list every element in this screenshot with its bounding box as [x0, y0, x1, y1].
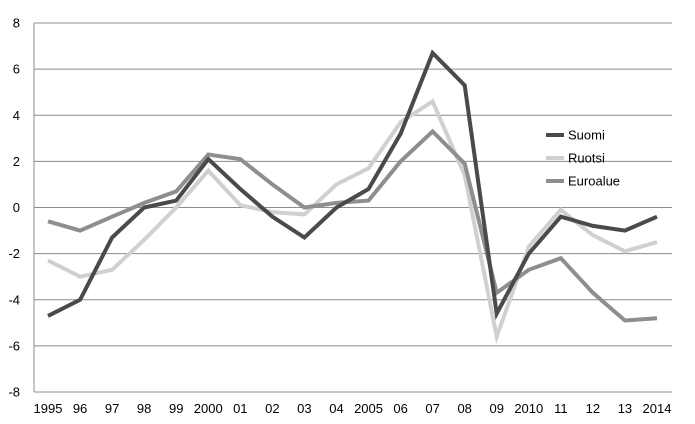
x-tick-label: 01: [233, 401, 247, 416]
y-tick-label: -4: [8, 292, 20, 307]
x-tick-label: 12: [586, 401, 600, 416]
y-tick-label: -6: [8, 338, 20, 353]
x-tick-label: 07: [425, 401, 439, 416]
series-line-ruotsi: [47, 98, 658, 345]
x-tick-label: 97: [105, 401, 119, 416]
x-tick-label: 2010: [514, 401, 543, 416]
y-tick-label: 6: [13, 62, 20, 77]
y-tick-label: -8: [8, 385, 20, 400]
y-tick-label: 0: [13, 200, 20, 215]
x-tick-label: 09: [490, 401, 504, 416]
gridlines: [34, 22, 672, 393]
x-tick-label: 04: [329, 401, 343, 416]
y-tick-label: -2: [8, 246, 20, 261]
legend-label: Euroalue: [568, 174, 620, 189]
x-tick-label: 06: [393, 401, 407, 416]
y-tick-labels: 8 6 4 2 0 -2 -4 -6 -8: [8, 16, 20, 400]
series-line-suomi: [47, 49, 658, 320]
x-tick-label: 96: [73, 401, 87, 416]
legend-label: Ruotsi: [568, 151, 605, 166]
x-tick-label: 08: [457, 401, 471, 416]
legend: Suomi Ruotsi Euroalue: [546, 128, 620, 189]
x-tick-labels: 1995 96 97 98 99 2000 01 02 03 04 2005 06 07 08 09 2010…: [34, 401, 672, 416]
y-tick-label: 4: [13, 108, 20, 123]
legend-label: Suomi: [568, 128, 605, 143]
x-tick-label: 99: [169, 401, 183, 416]
x-tick-label: 2014: [643, 401, 672, 416]
x-tick-label: 11: [554, 401, 568, 416]
series-lines: [47, 49, 658, 345]
y-tick-label: 2: [13, 154, 20, 169]
x-tick-label: 1995: [34, 401, 63, 416]
x-tick-label: 2005: [354, 401, 383, 416]
x-tick-label: 03: [297, 401, 311, 416]
x-tick-label: 98: [137, 401, 151, 416]
x-tick-label: 13: [618, 401, 632, 416]
x-tick-label: 2000: [194, 401, 223, 416]
x-tick-label: 02: [265, 401, 279, 416]
series-line-euroalue: [47, 128, 658, 323]
y-tick-label: 8: [13, 16, 20, 31]
